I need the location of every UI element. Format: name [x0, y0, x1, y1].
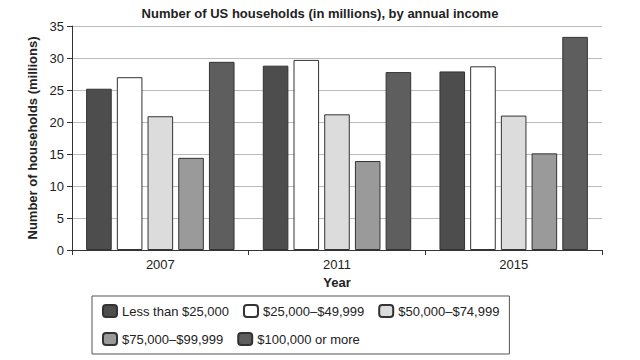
svg-text:20: 20 — [50, 115, 64, 130]
svg-text:25: 25 — [50, 83, 64, 98]
svg-text:Number of US households (in mi: Number of US households (in millions), b… — [142, 6, 499, 21]
svg-text:$75,000–$99,999: $75,000–$99,999 — [122, 332, 223, 347]
svg-text:5: 5 — [57, 211, 64, 226]
svg-text:35: 35 — [50, 19, 64, 34]
svg-text:Number of households (millions: Number of households (millions) — [25, 37, 40, 240]
svg-text:Less than $25,000: Less than $25,000 — [122, 304, 229, 319]
svg-text:Year: Year — [323, 275, 350, 290]
svg-text:30: 30 — [50, 51, 64, 66]
svg-text:2007: 2007 — [146, 257, 175, 272]
svg-text:10: 10 — [50, 179, 64, 194]
svg-text:$100,000 or more: $100,000 or more — [257, 332, 360, 347]
svg-text:15: 15 — [50, 147, 64, 162]
svg-text:2015: 2015 — [499, 257, 528, 272]
svg-text:$50,000–$74,999: $50,000–$74,999 — [398, 304, 499, 319]
svg-text:$25,000–$49,999: $25,000–$49,999 — [263, 304, 364, 319]
svg-text:0: 0 — [57, 243, 64, 258]
svg-text:2011: 2011 — [323, 257, 351, 272]
